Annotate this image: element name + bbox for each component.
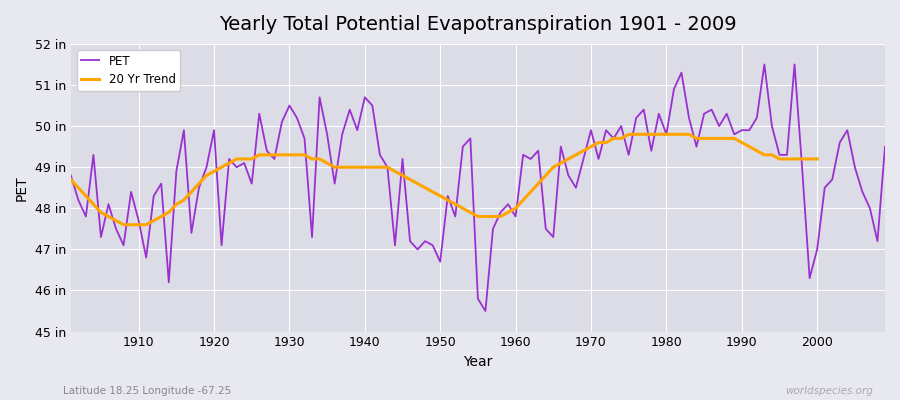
- 20 Yr Trend: [624, 132, 634, 137]
- Legend: PET, 20 Yr Trend: PET, 20 Yr Trend: [76, 50, 180, 91]
- PET: [879, 144, 890, 149]
- PET: [518, 152, 528, 157]
- 20 Yr Trend: [767, 152, 778, 157]
- Title: Yearly Total Potential Evapotranspiration 1901 - 2009: Yearly Total Potential Evapotranspiratio…: [219, 15, 737, 34]
- 20 Yr Trend: [66, 177, 77, 182]
- PET: [510, 214, 521, 219]
- 20 Yr Trend: [518, 198, 528, 202]
- PET: [292, 116, 302, 120]
- PET: [480, 309, 491, 314]
- Line: 20 Yr Trend: 20 Yr Trend: [71, 134, 817, 225]
- 20 Yr Trend: [247, 156, 257, 161]
- 20 Yr Trend: [118, 222, 129, 227]
- PET: [126, 190, 137, 194]
- 20 Yr Trend: [457, 206, 468, 211]
- 20 Yr Trend: [789, 156, 800, 161]
- X-axis label: Year: Year: [464, 355, 492, 369]
- Text: Latitude 18.25 Longitude -67.25: Latitude 18.25 Longitude -67.25: [63, 386, 231, 396]
- PET: [759, 62, 769, 67]
- 20 Yr Trend: [812, 156, 823, 161]
- PET: [66, 173, 77, 178]
- Text: worldspecies.org: worldspecies.org: [785, 386, 873, 396]
- Y-axis label: PET: PET: [15, 175, 29, 200]
- Line: PET: PET: [71, 64, 885, 311]
- PET: [337, 132, 347, 137]
- PET: [608, 136, 619, 141]
- 20 Yr Trend: [216, 165, 227, 170]
